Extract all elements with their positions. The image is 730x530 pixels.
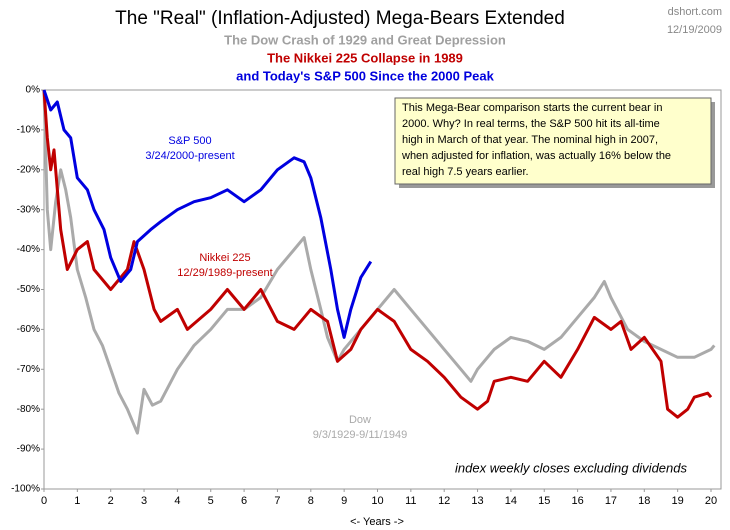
x-tick-label: 6	[241, 495, 247, 507]
x-tick-label: 2	[108, 495, 114, 507]
y-tick-label: -20%	[17, 164, 40, 175]
text-box	[394, 97, 712, 185]
x-tick-label: 12	[438, 495, 450, 507]
x-tick-label: 20	[705, 495, 717, 507]
y-tick-label: -40%	[17, 244, 40, 255]
x-tick-label: 9	[341, 495, 347, 507]
source: dshort.com	[668, 6, 722, 18]
x-tick-label: 19	[672, 495, 684, 507]
y-tick-label: -50%	[17, 284, 40, 295]
series-line	[42, 89, 713, 419]
text-box-line: when adjusted for inflation, was actuall…	[401, 150, 671, 162]
series-period: 9/3/1929-9/11/1949	[313, 429, 408, 441]
y-tick-label: -100%	[11, 484, 40, 495]
text-box-line: real high 7.5 years earlier.	[402, 166, 529, 178]
x-tick-label: 18	[638, 495, 650, 507]
x-tick-label: 10	[371, 495, 383, 507]
y-tick-label: -80%	[17, 404, 40, 415]
x-tick-label: 16	[571, 495, 583, 507]
x-tick-label: 7	[274, 495, 280, 507]
y-tick-label: -70%	[17, 364, 40, 375]
x-tick-label: 5	[208, 495, 214, 507]
x-axis-label: <- Years ->	[350, 516, 404, 528]
y-tick-label: -10%	[17, 125, 40, 136]
y-tick-label: -90%	[17, 444, 40, 455]
series-line	[42, 89, 373, 339]
text-box-line: high in March of that year. The nominal …	[402, 134, 658, 146]
series-period: 12/29/1989-present	[177, 267, 272, 279]
series-line	[42, 89, 716, 435]
y-tick-label: -30%	[17, 204, 40, 215]
x-tick-label: 3	[141, 495, 147, 507]
note: index weekly closes excluding dividends	[455, 460, 687, 475]
x-tick-label: 1	[74, 495, 80, 507]
subtitle: and Today's S&P 500 Since the 2000 Peak	[236, 68, 494, 83]
x-tick-label: 8	[308, 495, 314, 507]
y-tick-label: 0%	[26, 85, 41, 96]
x-tick-label: 0	[41, 495, 47, 507]
series-label: Dow	[349, 414, 371, 426]
subtitle: The Dow Crash of 1929 and Great Depressi…	[224, 32, 506, 47]
text-box-line: 2000. Why? In real terms, the S&P 500 hi…	[402, 118, 660, 130]
subtitle: The Nikkei 225 Collapse in 1989	[267, 50, 463, 65]
x-tick-label: 4	[174, 495, 180, 507]
x-tick-label: 17	[605, 495, 617, 507]
x-tick-label: 11	[405, 495, 416, 507]
date: 12/19/2009	[667, 24, 722, 36]
chart-title: The "Real" (Inflation-Adjusted) Mega-Bea…	[115, 8, 565, 29]
x-tick-label: 15	[538, 495, 550, 507]
x-tick-label: 14	[505, 495, 517, 507]
text-box-line: This Mega-Bear comparison starts the cur…	[402, 102, 662, 114]
y-tick-label: -60%	[17, 324, 40, 335]
series-period: 3/24/2000-present	[145, 150, 234, 162]
series-label: S&P 500	[168, 135, 211, 147]
x-tick-label: 13	[471, 495, 483, 507]
series-label: Nikkei 225	[199, 252, 250, 264]
